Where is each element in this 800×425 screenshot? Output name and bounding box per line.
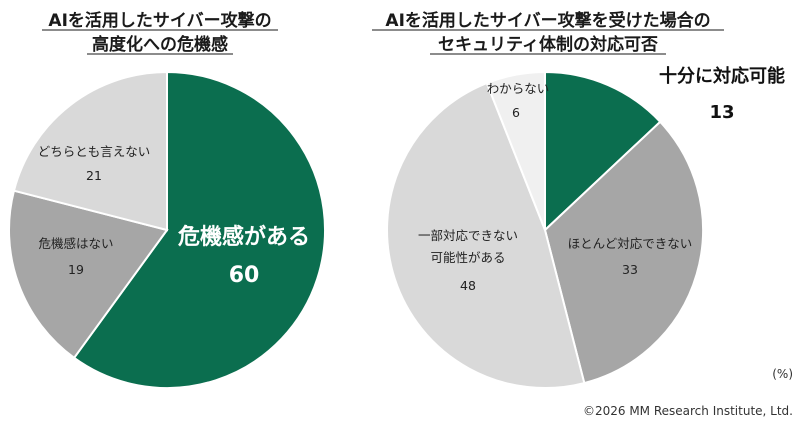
pie1-value-no-crisis: 19 (68, 262, 84, 277)
pie1-value-crisis: 60 (229, 263, 260, 288)
pie2-slice-1 (544, 70, 662, 233)
copyright: ©2026 MM Research Institute, Ltd. (583, 404, 793, 418)
pie2-value-unknown: 6 (512, 105, 520, 120)
pie1-slice-1 (72, 70, 326, 389)
chart1-title-line2: 高度化への危機感 (92, 34, 228, 55)
pie2-label-hardly: ほとんど対応できない (568, 236, 693, 251)
unit-note: (%) (772, 367, 793, 381)
pie2-label-unknown: わからない (487, 81, 550, 96)
pie2-value-partly: 48 (460, 278, 476, 293)
pie1-label-crisis: 危機感がある (178, 224, 310, 250)
pie-chart-1 (7, 70, 326, 389)
pie2-label-partly-line2: 可能性がある (430, 250, 505, 265)
pie1-label-neutral: どちらとも言えない (38, 144, 151, 159)
pie2-slice-2 (543, 120, 704, 385)
chart2-title-line1: AIを活用したサイバー攻撃を受けた場合の (385, 10, 710, 31)
chart1-title-line1: AIを活用したサイバー攻撃の (48, 10, 271, 31)
pie2-slice-3 (386, 81, 586, 389)
pie2-value-fully: 13 (709, 102, 734, 123)
pie1-slice-3 (12, 70, 168, 232)
pie1-slice-2 (7, 189, 169, 360)
pie1-value-neutral: 21 (86, 168, 102, 183)
pie1-label-no-crisis: 危機感はない (38, 236, 113, 251)
pie2-label-fully: 十分に対応可能 (659, 65, 785, 87)
pie2-value-hardly: 33 (622, 262, 638, 277)
pie2-slice-4 (485, 70, 546, 231)
pie2-label-partly-line1: 一部対応できない (418, 228, 518, 243)
pie-chart-2 (386, 70, 704, 389)
chart2-title-line2: セキュリティ体制の対応可否 (438, 34, 658, 55)
